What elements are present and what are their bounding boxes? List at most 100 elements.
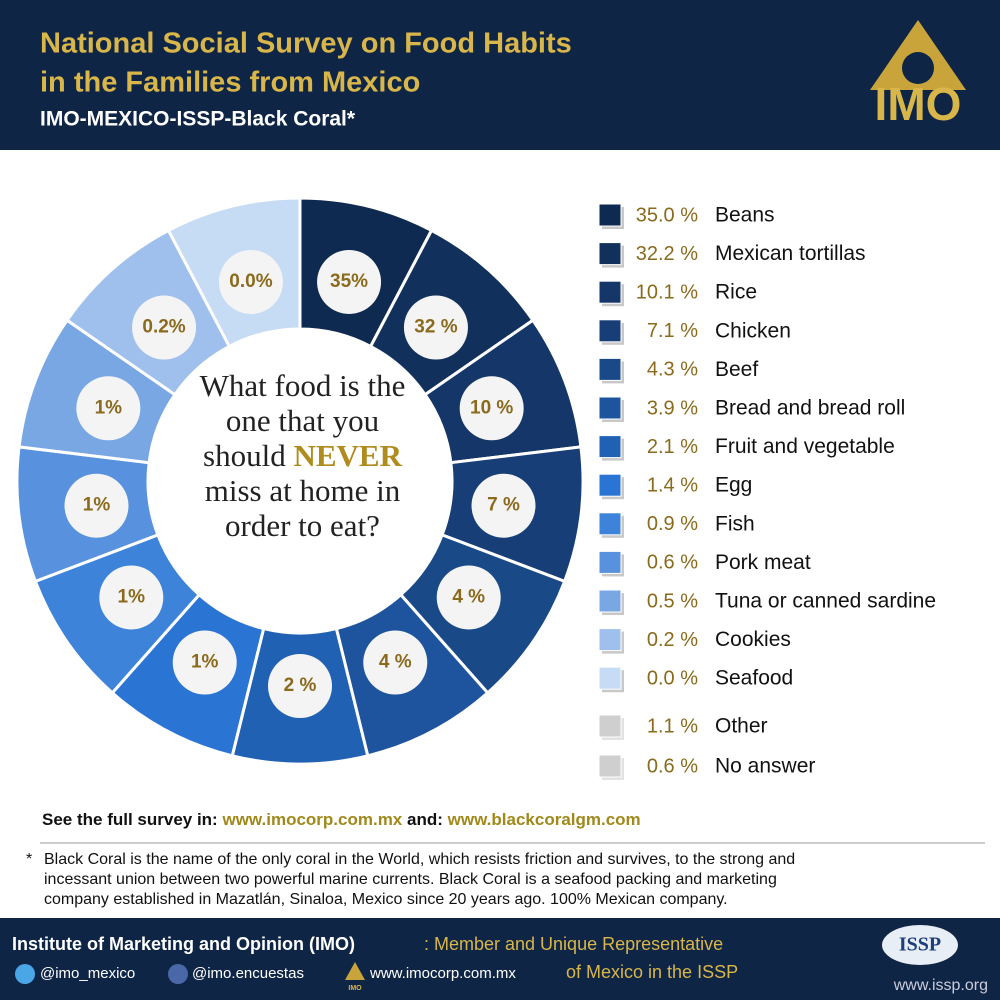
imo-icon bbox=[345, 962, 365, 980]
legend-value: 1.1 % bbox=[647, 715, 698, 737]
footnote-line: incessant union between two powerful mar… bbox=[44, 871, 777, 888]
footer-band bbox=[0, 918, 1000, 1000]
issp-web[interactable]: www.issp.org bbox=[893, 977, 988, 994]
legend-value: 4.3 % bbox=[647, 359, 698, 381]
logo-text: IMO bbox=[875, 78, 962, 130]
legend-value: 7.1 % bbox=[647, 320, 698, 342]
legend-swatch bbox=[598, 628, 622, 652]
legend-swatch bbox=[598, 666, 622, 690]
ring-chart: 35% 32 % 10 % 7 % 4 % 4 % 2 % 1% 1% 1% 1% 0.2% 0.0% bbox=[15, 196, 585, 766]
ring-label-bubble bbox=[64, 473, 129, 538]
legend-value: 32.2 % bbox=[636, 243, 698, 265]
ring-label-bubble bbox=[403, 295, 468, 360]
ring-label-bubble bbox=[218, 249, 283, 314]
ring-label-bubble bbox=[132, 295, 197, 360]
subtitle: IMO-MEXICO-ISSP-Black Coral* bbox=[40, 108, 356, 131]
legend-swatch bbox=[598, 203, 622, 227]
legend-swatch bbox=[598, 319, 622, 343]
footer-institute: Institute of Marketing and Opinion (IMO) bbox=[12, 934, 355, 954]
legend-value: 0.5 % bbox=[647, 590, 698, 612]
ring-label: 1% bbox=[83, 495, 111, 516]
ring-label: 0.2% bbox=[142, 317, 185, 338]
legend-value: 0.9 % bbox=[647, 513, 698, 535]
legend-swatch bbox=[598, 512, 622, 536]
legend-swatch bbox=[598, 754, 622, 778]
legend: 35.0 % Beans 32.2 % Mexican tortillas 10.1 %… bbox=[598, 203, 936, 780]
ring-label-bubble bbox=[76, 376, 141, 441]
question-text: miss at home in order to eat? bbox=[204, 473, 401, 543]
ring-label: 1% bbox=[118, 586, 146, 607]
ring-label: 10 % bbox=[470, 397, 513, 418]
legend-label: Seafood bbox=[715, 667, 793, 690]
survey-link[interactable]: www.blackcoralgm.com bbox=[447, 810, 641, 829]
legend-swatch bbox=[598, 242, 622, 266]
legend-label: Egg bbox=[715, 474, 752, 497]
legend-label: Tuna or canned sardine bbox=[715, 590, 936, 613]
legend-label: Chicken bbox=[715, 319, 791, 342]
title-line: in the Families from Mexico bbox=[40, 67, 420, 99]
legend-swatch bbox=[598, 280, 622, 304]
ring-label: 7 % bbox=[487, 495, 520, 516]
ring-label-bubble bbox=[471, 473, 536, 538]
ring-label: 0.0% bbox=[229, 271, 272, 292]
facebook-icon bbox=[168, 964, 188, 984]
legend-swatch bbox=[598, 396, 622, 420]
legend-label: Fruit and vegetable bbox=[715, 435, 895, 458]
legend-label: Mexican tortillas bbox=[715, 242, 866, 265]
survey-text: See the full survey in: www.imocorp.com.… bbox=[42, 810, 641, 829]
legend-swatch bbox=[598, 357, 622, 381]
ring-label-bubble bbox=[99, 565, 164, 630]
legend-value: 35.0 % bbox=[636, 204, 698, 226]
survey-prefix: See the full survey in: bbox=[42, 810, 218, 829]
ring-label: 32 % bbox=[414, 317, 457, 338]
ring-label-bubble bbox=[172, 630, 237, 695]
footnote-line: Black Coral is the name of the only cora… bbox=[44, 851, 795, 868]
survey-link[interactable]: www.imocorp.com.mx bbox=[221, 810, 402, 829]
legend-label: Other bbox=[715, 715, 768, 738]
footer-member: : Member and Unique Representative bbox=[424, 934, 723, 954]
footer-facebook[interactable]: @imo.encuestas bbox=[192, 965, 304, 982]
footer-web[interactable]: www.imocorp.com.mx bbox=[369, 965, 516, 982]
legend-swatch bbox=[598, 435, 622, 459]
legend-value: 0.6 % bbox=[647, 755, 698, 777]
ring-label-bubble bbox=[436, 565, 501, 630]
legend-value: 3.9 % bbox=[647, 397, 698, 419]
ring-label: 4 % bbox=[452, 586, 485, 607]
ring-label-bubble bbox=[459, 376, 524, 441]
issp-logo bbox=[882, 925, 958, 965]
imo-icon-text: IMO bbox=[348, 985, 362, 992]
twitter-icon bbox=[15, 964, 35, 984]
legend-label: Fish bbox=[715, 512, 755, 535]
header-band bbox=[0, 0, 1000, 150]
ring-label: 4 % bbox=[379, 652, 412, 673]
ring-label: 2 % bbox=[284, 675, 317, 696]
legend-swatch bbox=[598, 589, 622, 613]
legend-value: 0.6 % bbox=[647, 552, 698, 574]
question-text: What food is the one that you should bbox=[199, 368, 406, 473]
ring-label: 1% bbox=[191, 652, 219, 673]
legend-label: Bread and bread roll bbox=[715, 397, 905, 420]
legend-value: 1.4 % bbox=[647, 474, 698, 496]
legend-label: Beans bbox=[715, 204, 775, 227]
legend-label: No answer bbox=[715, 755, 815, 778]
logo-shape bbox=[902, 52, 934, 84]
legend-label: Beef bbox=[715, 358, 758, 381]
issp-logo-text: ISSP bbox=[899, 934, 941, 956]
legend-value: 0.2 % bbox=[647, 629, 698, 651]
footnote-line: company established in Mazatlán, Sinaloa… bbox=[44, 891, 728, 908]
legend-value: 2.1 % bbox=[647, 436, 698, 458]
title-line: National Social Survey on Food Habits bbox=[40, 28, 572, 60]
center-question: What food is the one that you should NEV… bbox=[195, 368, 410, 543]
survey-and: and: bbox=[407, 810, 443, 829]
legend-value: 0.0 % bbox=[647, 667, 698, 689]
question-emphasis: NEVER bbox=[293, 438, 402, 473]
footnote-star: * bbox=[26, 851, 32, 868]
ring-label-bubble bbox=[268, 654, 332, 718]
ring-label: 1% bbox=[95, 397, 123, 418]
legend-value: 10.1 % bbox=[636, 281, 698, 303]
footer-twitter[interactable]: @imo_mexico bbox=[40, 965, 135, 982]
ring-label-bubble bbox=[317, 249, 382, 314]
footer-member: of Mexico in the ISSP bbox=[566, 962, 738, 982]
